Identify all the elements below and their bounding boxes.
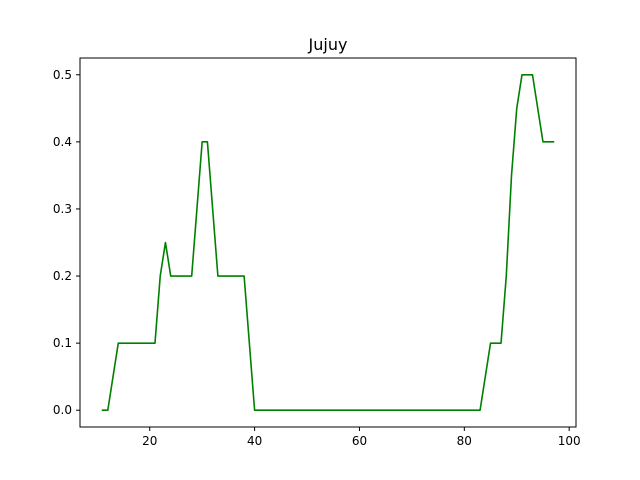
y-tick-label-1: 0.1 [53, 336, 72, 350]
x-tick-label-3: 80 [457, 434, 472, 448]
plot-area [101, 73, 555, 412]
y-tick-label-3: 0.3 [53, 202, 72, 216]
y-axis: 0.0 0.1 0.2 0.3 0.4 0.5 [53, 68, 80, 417]
y-tick-label-2: 0.2 [53, 269, 72, 283]
x-axis: 20 40 60 80 100 [142, 427, 581, 448]
y-tick-label-4: 0.4 [53, 135, 72, 149]
axes-frame [79, 57, 577, 428]
chart-title: Jujuy [308, 35, 348, 54]
series-line-0 [101, 73, 555, 412]
x-tick-label-4: 100 [558, 434, 581, 448]
y-tick-label-5: 0.5 [53, 68, 72, 82]
x-tick-label-2: 60 [352, 434, 367, 448]
x-tick-label-0: 20 [142, 434, 157, 448]
y-tick-label-0: 0.0 [53, 403, 72, 417]
x-tick-label-1: 40 [247, 434, 262, 448]
